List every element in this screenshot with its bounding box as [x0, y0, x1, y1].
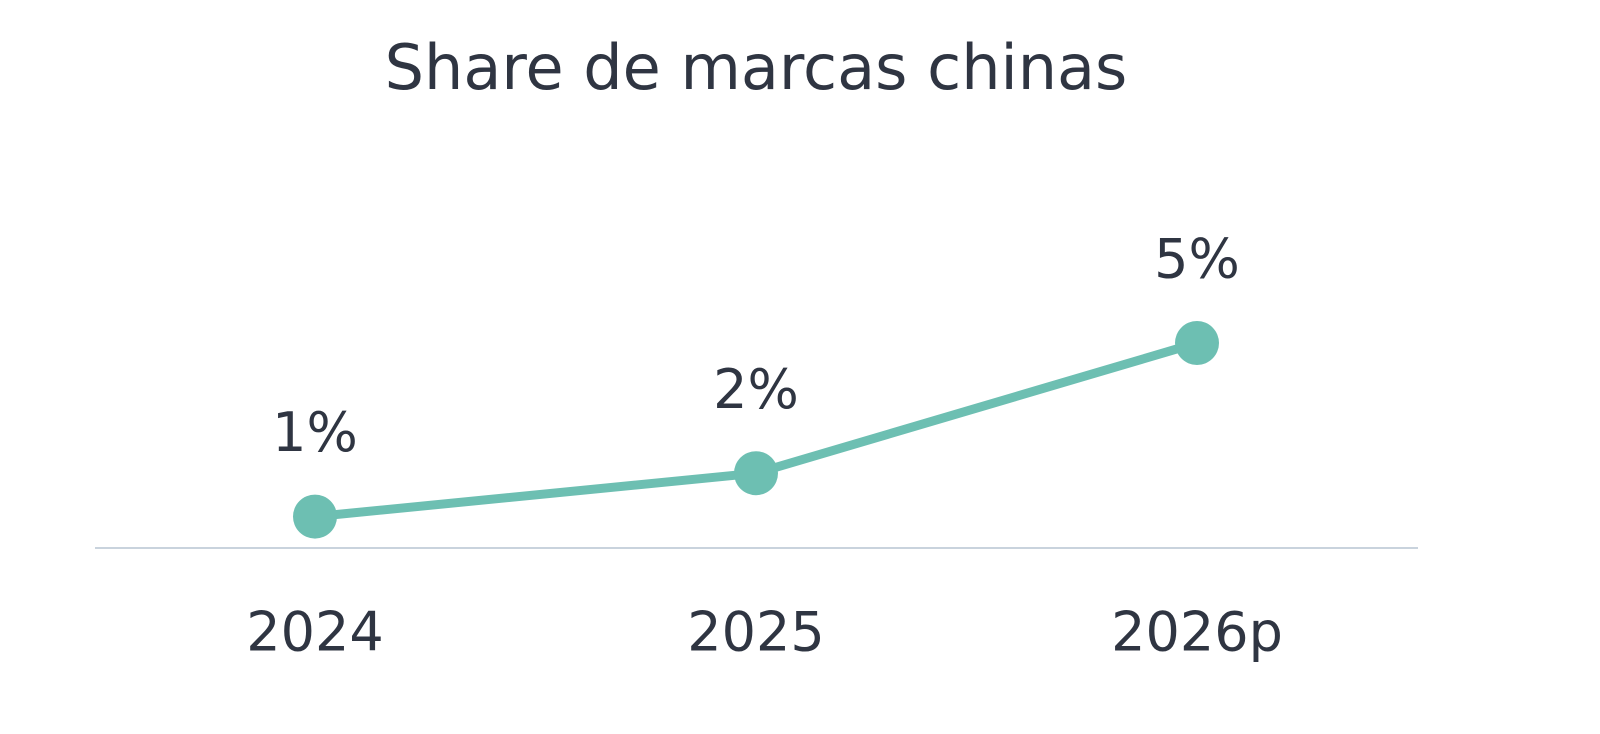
x-tick-label: 2025 — [687, 601, 824, 664]
value-label: 1% — [272, 401, 358, 464]
chart-title: Share de marcas chinas — [385, 31, 1128, 104]
value-label: 5% — [1154, 228, 1240, 291]
value-label: 2% — [713, 358, 799, 421]
point — [293, 494, 337, 539]
x-tick-label: 2024 — [246, 601, 383, 664]
point — [734, 451, 778, 496]
x-tick-label: 2026p — [1111, 601, 1283, 664]
point — [1175, 321, 1219, 365]
